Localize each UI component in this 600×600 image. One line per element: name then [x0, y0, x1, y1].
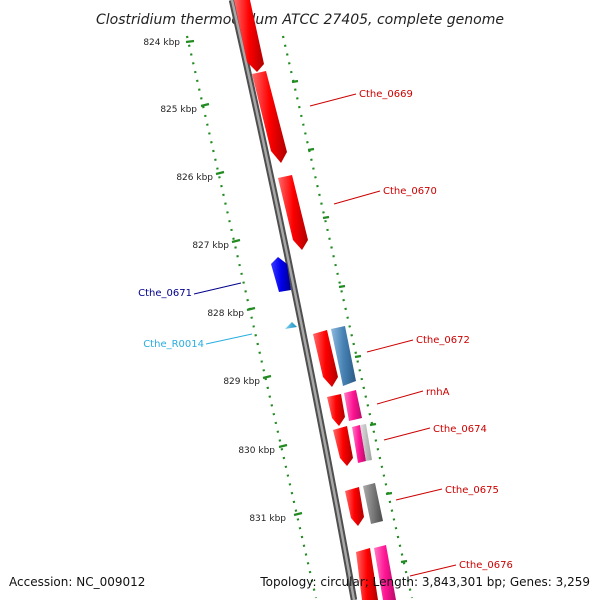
tick-829	[262, 374, 272, 380]
gene-arrow-cthe-0671[interactable]	[271, 257, 291, 292]
topology-text: Topology: circular; Length: 3,843,301 bp…	[259, 575, 590, 589]
tick-825	[200, 102, 210, 108]
scale-label: 824 kbp	[143, 38, 180, 48]
feature-block-pink-3[interactable]	[374, 545, 396, 600]
gene-labels: Cthe_0669 Cthe_0670 Cthe_0671 Cthe_R0014…	[138, 89, 513, 571]
gene-label[interactable]: Cthe_0672	[416, 335, 470, 346]
gene-label[interactable]: Cthe_0670	[383, 186, 437, 197]
scale-label: 825 kbp	[160, 105, 197, 115]
feature-block-light-grey[interactable]	[360, 424, 372, 461]
gene-arrow-cthe-0668[interactable]	[234, 0, 264, 72]
gene-arrow-cthe-0674[interactable]	[333, 426, 353, 466]
gene-arrow-cthe-0672[interactable]	[313, 330, 338, 387]
feature-block-grey[interactable]	[363, 483, 383, 524]
feature-block-blue[interactable]	[331, 326, 356, 386]
accession-text: Accession: NC_009012	[9, 575, 145, 589]
scale-label: 826 kbp	[176, 173, 213, 183]
tick-831	[293, 511, 303, 517]
feature-block-pink-2[interactable]	[352, 425, 366, 463]
gene-arrow-cthe-0675[interactable]	[345, 487, 364, 526]
map-footer: Accession: NC_009012 Topology: circular;…	[9, 575, 590, 589]
tick-827	[231, 238, 241, 244]
gene-label[interactable]: Cthe_0675	[445, 485, 499, 496]
gene-label[interactable]: Cthe_0674	[433, 424, 487, 435]
genome-backbone	[228, 0, 358, 600]
gene-label[interactable]: Cthe_0676	[459, 560, 513, 571]
tick-830	[278, 443, 288, 449]
scale-ring-outer	[281, 35, 414, 599]
map-title: Clostridium thermocellum ATCC 27405, com…	[96, 12, 504, 28]
scale-label: 829 kbp	[223, 377, 260, 387]
label-leaders	[193, 93, 457, 577]
gene-arrow-rnha[interactable]	[327, 394, 345, 426]
gene-label[interactable]: rnhA	[426, 387, 450, 398]
gene-label[interactable]: Cthe_R0014	[143, 339, 204, 350]
gene-arrow-cthe-0669[interactable]	[252, 71, 287, 163]
features	[234, 0, 396, 600]
gene-label[interactable]: Cthe_0671	[138, 288, 192, 299]
gene-label[interactable]: Cthe_0669	[359, 89, 413, 100]
feature-block-pink[interactable]	[344, 390, 362, 421]
tick-828	[246, 306, 256, 312]
outer-ticks	[291, 79, 408, 564]
tick-824	[185, 39, 195, 44]
tick-826	[215, 170, 225, 176]
rna-marker-cthe-r0014[interactable]	[285, 322, 297, 329]
scale-labels: 824 kbp 825 kbp 826 kbp 827 kbp 828 kbp …	[143, 38, 286, 524]
gene-arrow-cthe-0670[interactable]	[278, 175, 308, 250]
scale-ring-inner	[185, 35, 318, 599]
scale-label: 830 kbp	[238, 446, 275, 456]
scale-label: 828 kbp	[207, 309, 244, 319]
scale-label: 827 kbp	[192, 241, 229, 251]
gene-arrow-cthe-0676[interactable]	[356, 548, 378, 600]
scale-ticks	[185, 39, 303, 517]
scale-label: 831 kbp	[249, 514, 286, 524]
